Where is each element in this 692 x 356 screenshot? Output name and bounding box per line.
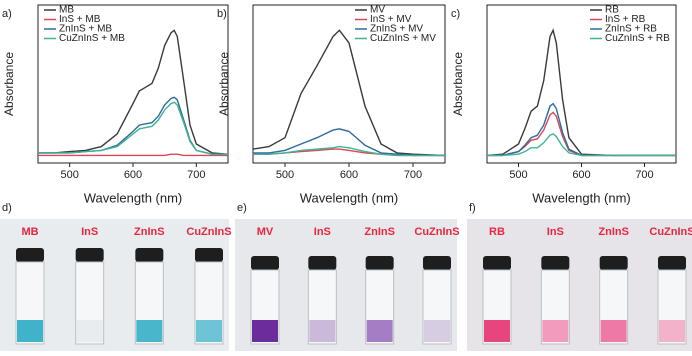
vial-cap <box>599 256 628 270</box>
legend-label: InS + MB <box>59 14 101 25</box>
series-line <box>38 101 228 155</box>
vial-cap <box>365 256 394 270</box>
vial-cap <box>483 256 511 270</box>
vial-cap <box>658 256 686 270</box>
vial-label: CuZnInS <box>186 226 231 238</box>
vial-label: RB <box>489 226 505 238</box>
legend-label: CuZnInS + MB <box>59 33 125 44</box>
vial-liquid <box>17 320 43 342</box>
x-tick-label: 600 <box>340 169 358 181</box>
y-axis-label: Absorbance <box>2 52 16 116</box>
series-line <box>253 145 445 157</box>
legend-label: MB <box>59 5 74 16</box>
legend-label: CuZnInS + MV <box>370 33 436 44</box>
x-tick-label: 500 <box>60 169 78 181</box>
vial-liquid <box>366 320 393 342</box>
photo-label: e) <box>237 202 247 214</box>
vial-cap <box>16 248 44 262</box>
legend-label: RB <box>605 5 619 16</box>
vial-liquid <box>196 320 222 342</box>
vial-cap <box>541 256 570 270</box>
vial-label: InS <box>314 226 331 238</box>
legend-label: MV <box>370 5 385 16</box>
vial-cap <box>251 256 279 270</box>
series-line <box>487 102 676 157</box>
vial-liquid <box>309 320 336 342</box>
legend-label: InS + MV <box>370 14 412 25</box>
vial-label: InS <box>547 226 564 238</box>
series-line <box>252 29 446 157</box>
vial-cap <box>135 248 164 262</box>
vial-label: MV <box>257 226 274 238</box>
vial-liquid <box>659 320 685 342</box>
x-tick-label: 600 <box>124 169 142 181</box>
vial-label: CuZnInS <box>414 226 459 238</box>
vial-label: ZnInS <box>598 226 629 238</box>
series-line <box>38 29 229 155</box>
x-axis-label: Wavelength (nm) <box>532 190 631 205</box>
vial-liquid <box>600 320 627 342</box>
vial-label: ZnInS <box>364 226 395 238</box>
series-line <box>486 28 676 157</box>
y-axis-label: Absorbance <box>451 52 465 116</box>
vial-cap <box>195 248 223 262</box>
vial-label: MB <box>21 226 38 238</box>
vial-cap <box>423 256 451 270</box>
y-axis-label: Absorbance <box>217 52 231 116</box>
x-tick-label: 700 <box>187 169 205 181</box>
vial-liquid <box>542 320 569 342</box>
panel-label: a) <box>2 8 12 20</box>
series-line <box>487 133 676 157</box>
vial-liquid <box>424 320 450 342</box>
x-tick-label: 600 <box>572 169 590 181</box>
x-axis-label: Wavelength (nm) <box>300 190 399 205</box>
series-line <box>38 153 228 157</box>
x-axis-label: Wavelength (nm) <box>84 190 183 205</box>
panel-label: b) <box>217 8 227 20</box>
photo-label: d) <box>2 202 12 214</box>
x-tick-label: 700 <box>635 169 653 181</box>
vial-liquid <box>252 320 278 342</box>
series-line <box>253 128 445 157</box>
x-tick-label: 500 <box>509 169 527 181</box>
x-tick-label: 500 <box>276 169 294 181</box>
vial-liquid <box>76 320 103 342</box>
series-line <box>487 111 676 157</box>
legend-label: InS + RB <box>605 14 646 25</box>
vial-liquid <box>136 320 163 342</box>
vial-cap <box>75 248 104 262</box>
vial-label: ZnInS <box>134 226 165 238</box>
legend-label: ZnInS + RB <box>605 24 657 35</box>
legend-label: ZnInS + MB <box>59 24 112 35</box>
vial-label: InS <box>81 226 98 238</box>
vial-liquid <box>484 320 510 342</box>
vial-cap <box>308 256 337 270</box>
x-tick-label: 700 <box>404 169 422 181</box>
panel-label: c) <box>451 8 460 20</box>
photo-label: f) <box>469 202 476 214</box>
vial-label: CuZnInS <box>649 226 692 238</box>
legend-label: ZnInS + MV <box>370 24 423 35</box>
legend-label: CuZnInS + RB <box>605 33 670 44</box>
